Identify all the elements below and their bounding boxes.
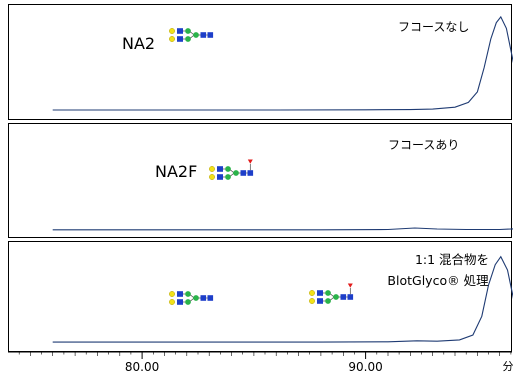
- glycan-labels: NA2 NA2F: [122, 34, 197, 181]
- panel-labels: フコースなし フコースあり 1:1 混合物を BlotGlyco® 処理: [387, 20, 489, 288]
- trace-fucosylated: [52, 227, 513, 231]
- x-tick-label: 80.00: [125, 360, 159, 374]
- glycan-label-na2f: NA2F: [155, 162, 197, 181]
- traces-layer: [52, 15, 513, 343]
- glycan-na2-icon: [168, 27, 214, 43]
- x-tick-label: 90.00: [348, 360, 382, 374]
- panels-layer: [8, 4, 512, 352]
- glycan-label-na2: NA2: [122, 34, 155, 53]
- glycan-na2f-mixture-icon: [309, 284, 353, 304]
- trace-mixture-blotglyco: [52, 255, 513, 343]
- panel-label-fucose-free: フコースなし: [398, 20, 469, 34]
- panel-frame-1: [8, 4, 512, 120]
- panel-label-mixture-line2: BlotGlyco® 処理: [387, 273, 489, 288]
- panel-frame-2: [8, 123, 512, 238]
- trace-fucose-free: [52, 15, 513, 111]
- panel-label-fucosylated: フコースあり: [388, 138, 459, 152]
- glycan-na2-mixture-icon: [168, 290, 214, 306]
- panel-label-mixture-line1: 1:1 混合物を: [415, 252, 489, 267]
- x-axis-unit-label: 分: [503, 360, 513, 373]
- glycan-na2f-icon: [209, 160, 253, 180]
